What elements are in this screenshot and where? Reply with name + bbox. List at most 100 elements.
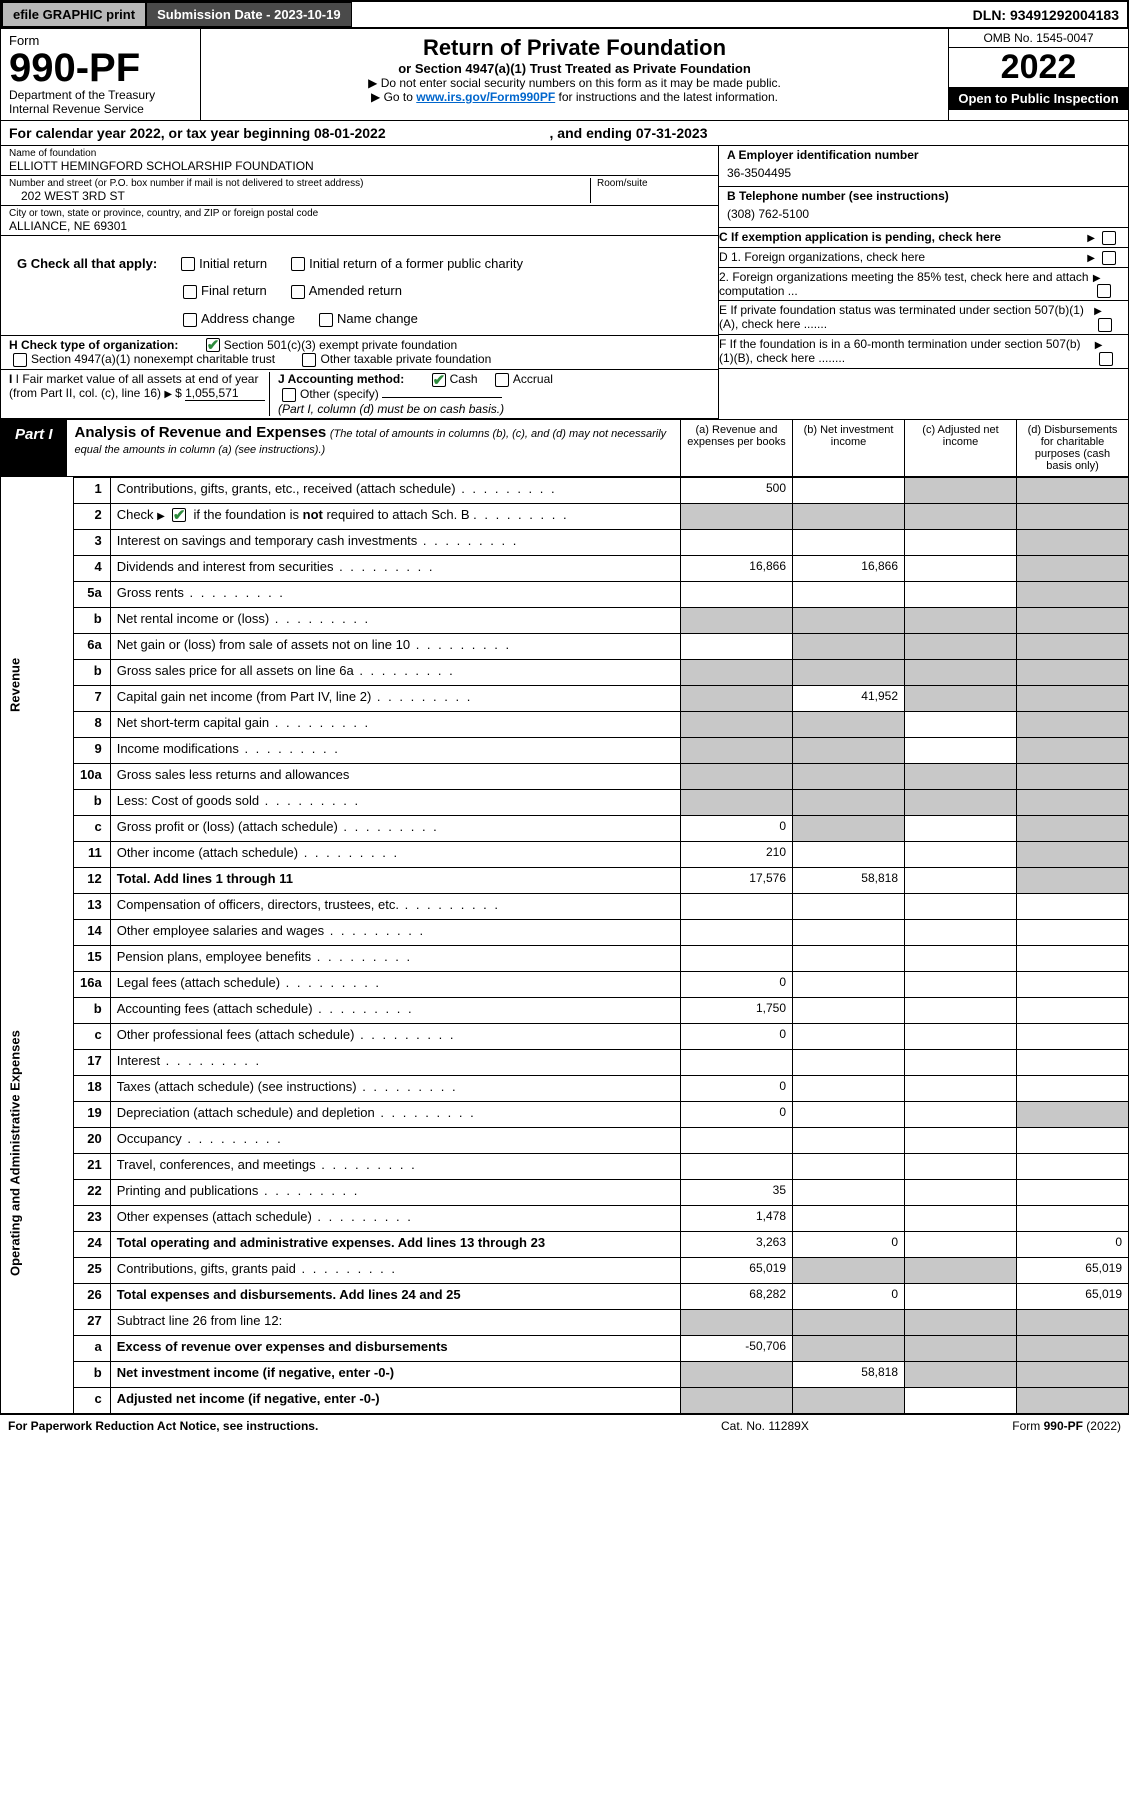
part1-header: Part I Analysis of Revenue and Expenses … bbox=[0, 419, 1129, 477]
row-description: Interest on savings and temporary cash i… bbox=[110, 529, 680, 555]
cell-d bbox=[1017, 607, 1129, 633]
cell-c bbox=[905, 633, 1017, 659]
footer-right: Form 990-PF (2022) bbox=[921, 1419, 1121, 1433]
d2-checkbox[interactable] bbox=[1097, 284, 1111, 298]
cell-d: 0 bbox=[1017, 1231, 1129, 1257]
cell-a bbox=[681, 893, 793, 919]
h-other-checkbox[interactable] bbox=[302, 353, 316, 367]
room-label: Room/suite bbox=[597, 178, 710, 189]
cell-d bbox=[1017, 737, 1129, 763]
g-label: G Check all that apply: bbox=[17, 256, 157, 272]
table-row: 8Net short-term capital gain bbox=[1, 711, 1129, 737]
form-number-block: Form 990-PF Department of the Treasury I… bbox=[1, 29, 201, 120]
cell-d: 65,019 bbox=[1017, 1283, 1129, 1309]
cell-c bbox=[905, 607, 1017, 633]
col-a-header: (a) Revenue and expenses per books bbox=[680, 420, 792, 476]
cell-b bbox=[793, 1335, 905, 1361]
g-initial-return-checkbox[interactable] bbox=[181, 257, 195, 271]
table-row: aExcess of revenue over expenses and dis… bbox=[1, 1335, 1129, 1361]
table-row: 17Interest bbox=[1, 1049, 1129, 1075]
j-accrual-checkbox[interactable] bbox=[495, 373, 509, 387]
cell-b bbox=[793, 581, 905, 607]
cell-c bbox=[905, 555, 1017, 581]
cell-a: 35 bbox=[681, 1179, 793, 1205]
d1-checkbox[interactable] bbox=[1102, 251, 1116, 265]
form-header: Form 990-PF Department of the Treasury I… bbox=[0, 29, 1129, 121]
g-final-return-checkbox[interactable] bbox=[183, 285, 197, 299]
row-description: Accounting fees (attach schedule) bbox=[110, 997, 680, 1023]
tel-cell: B Telephone number (see instructions) (3… bbox=[719, 187, 1128, 228]
table-row: 6aNet gain or (loss) from sale of assets… bbox=[1, 633, 1129, 659]
row-description: Net investment income (if negative, ente… bbox=[110, 1361, 680, 1387]
cell-d bbox=[1017, 971, 1129, 997]
cell-a bbox=[681, 1387, 793, 1413]
cell-a: 68,282 bbox=[681, 1283, 793, 1309]
dln-label: DLN: 93491292004183 bbox=[965, 3, 1127, 27]
e-checkbox[interactable] bbox=[1098, 318, 1112, 332]
cell-c bbox=[905, 529, 1017, 555]
row-number: 15 bbox=[74, 945, 111, 971]
expenses-side-label: Operating and Administrative Expenses bbox=[1, 893, 74, 1413]
h-4947-checkbox[interactable] bbox=[13, 353, 27, 367]
form-subtitle: or Section 4947(a)(1) Trust Treated as P… bbox=[211, 61, 938, 76]
row-number: 8 bbox=[74, 711, 111, 737]
row-number: b bbox=[74, 789, 111, 815]
addr-cell: Number and street (or P.O. box number if… bbox=[1, 176, 718, 206]
cell-a: -50,706 bbox=[681, 1335, 793, 1361]
table-row: 4Dividends and interest from securities1… bbox=[1, 555, 1129, 581]
e-cell: E If private foundation status was termi… bbox=[719, 301, 1128, 335]
row-description: Depreciation (attach schedule) and deple… bbox=[110, 1101, 680, 1127]
efile-print-button[interactable]: efile GRAPHIC print bbox=[2, 2, 146, 27]
row-description: Other income (attach schedule) bbox=[110, 841, 680, 867]
cell-c bbox=[905, 659, 1017, 685]
row-number: a bbox=[74, 1335, 111, 1361]
schb-checkbox[interactable] bbox=[172, 508, 186, 522]
cell-b bbox=[793, 841, 905, 867]
g-address-change-checkbox[interactable] bbox=[183, 313, 197, 327]
part1-tag: Part I bbox=[1, 420, 67, 476]
h-501c3-checkbox[interactable] bbox=[206, 338, 220, 352]
cell-a bbox=[681, 1153, 793, 1179]
e-label: E If private foundation status was termi… bbox=[719, 303, 1094, 331]
calendar-year-row: For calendar year 2022, or tax year begi… bbox=[0, 121, 1129, 146]
cell-d bbox=[1017, 1127, 1129, 1153]
row-description: Total expenses and disbursements. Add li… bbox=[110, 1283, 680, 1309]
cell-c bbox=[905, 971, 1017, 997]
col-d-header: (d) Disbursements for charitable purpose… bbox=[1016, 420, 1128, 476]
j-other-input[interactable] bbox=[382, 397, 502, 398]
row-description: Taxes (attach schedule) (see instruction… bbox=[110, 1075, 680, 1101]
cell-c bbox=[905, 1283, 1017, 1309]
g-name-change-checkbox[interactable] bbox=[319, 313, 333, 327]
f-checkbox[interactable] bbox=[1099, 352, 1113, 366]
dept-label: Department of the Treasury bbox=[9, 88, 192, 102]
row-number: 12 bbox=[74, 867, 111, 893]
g-amended-checkbox[interactable] bbox=[291, 285, 305, 299]
irs-link[interactable]: www.irs.gov/Form990PF bbox=[416, 90, 555, 104]
table-row: 10aGross sales less returns and allowanc… bbox=[1, 763, 1129, 789]
row-number: 13 bbox=[74, 893, 111, 919]
table-row: cAdjusted net income (if negative, enter… bbox=[1, 1387, 1129, 1413]
j-cash-checkbox[interactable] bbox=[432, 373, 446, 387]
row-description: Contributions, gifts, grants, etc., rece… bbox=[110, 477, 680, 503]
cell-c bbox=[905, 763, 1017, 789]
j-other-checkbox[interactable] bbox=[282, 388, 296, 402]
cell-a bbox=[681, 1127, 793, 1153]
cell-a bbox=[681, 1049, 793, 1075]
cell-a bbox=[681, 919, 793, 945]
cell-c bbox=[905, 1361, 1017, 1387]
cell-c bbox=[905, 893, 1017, 919]
cell-b bbox=[793, 633, 905, 659]
row-description: Adjusted net income (if negative, enter … bbox=[110, 1387, 680, 1413]
cell-c bbox=[905, 1127, 1017, 1153]
arrow-icon bbox=[1087, 250, 1098, 264]
exemption-checkbox[interactable] bbox=[1102, 231, 1116, 245]
cell-c bbox=[905, 1257, 1017, 1283]
table-row: 23Other expenses (attach schedule)1,478 bbox=[1, 1205, 1129, 1231]
row-description: Gross sales less returns and allowances bbox=[110, 763, 680, 789]
row-number: c bbox=[74, 1023, 111, 1049]
cell-a: 0 bbox=[681, 815, 793, 841]
table-row: 7Capital gain net income (from Part IV, … bbox=[1, 685, 1129, 711]
row-description: Legal fees (attach schedule) bbox=[110, 971, 680, 997]
row-number: c bbox=[74, 1387, 111, 1413]
g-initial-former-checkbox[interactable] bbox=[291, 257, 305, 271]
